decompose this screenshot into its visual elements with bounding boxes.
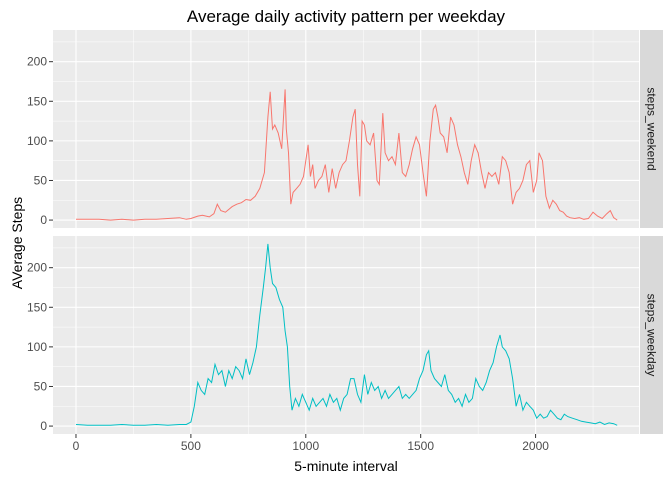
y-tick-label: 150 — [27, 94, 47, 108]
y-tick-label: 50 — [34, 379, 48, 393]
chart-panels: 0 50 100 150 200 steps_weekend 0 50 100 150 200 ste… — [27, 30, 663, 453]
series-line-steps_weekend — [76, 89, 618, 221]
series-line-steps_weekday — [75, 243, 618, 426]
x-tick-label: 1000 — [292, 439, 319, 453]
facet-strip — [640, 30, 663, 228]
x-tick-label: 500 — [181, 439, 201, 453]
x-axis-title: 5-minute interval — [294, 458, 398, 474]
x-tick-label: 1500 — [407, 439, 434, 453]
facet-strip-label: steps_weekend — [645, 87, 659, 170]
y-tick-label: 100 — [27, 340, 47, 354]
y-tick-label: 50 — [34, 173, 48, 187]
x-tick-label: 2000 — [522, 439, 549, 453]
facet-strip-label: steps_weekday — [645, 294, 659, 377]
panel-background — [53, 30, 639, 228]
panel-background — [53, 236, 639, 434]
panel-1: 0 50 100 150 200 steps_weekend — [27, 30, 663, 228]
y-tick-label: 150 — [27, 300, 47, 314]
y-axis-title: AVerage Steps — [9, 197, 25, 289]
chart-title: Average daily activity pattern per weekd… — [187, 7, 506, 26]
panel-2: 0 50 100 150 200 steps_weekday 0 500 1000 1500 200… — [27, 236, 663, 453]
y-tick-label: 0 — [40, 419, 47, 433]
y-tick-label: 0 — [40, 213, 47, 227]
facet-strip — [640, 236, 663, 434]
x-tick-label: 0 — [73, 439, 80, 453]
y-tick-label: 100 — [27, 134, 47, 148]
y-tick-label: 200 — [27, 261, 47, 275]
y-tick-label: 200 — [27, 55, 47, 69]
